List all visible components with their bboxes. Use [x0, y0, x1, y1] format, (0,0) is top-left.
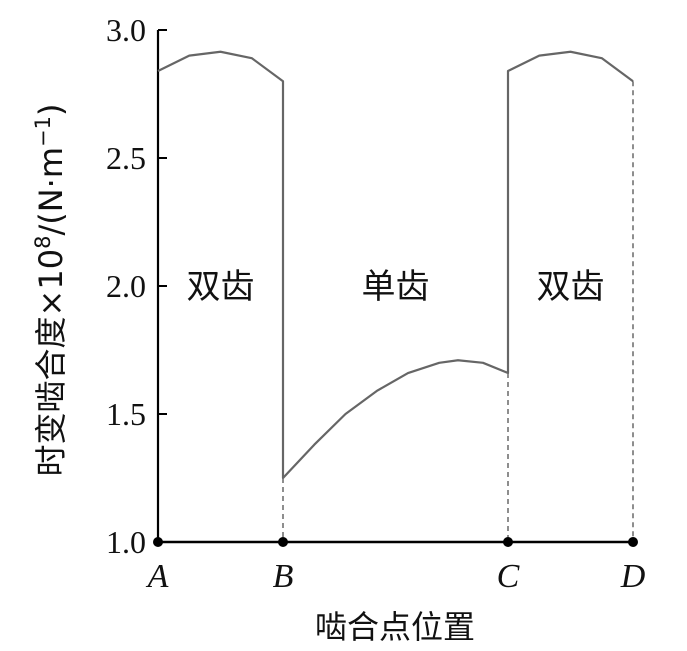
y-axis-title: 时变啮合度×108/(N·m−1) [31, 104, 70, 477]
point-markers: A B C D [146, 537, 646, 595]
point-marker-b [278, 537, 288, 547]
y-tick-label: 2.5 [106, 140, 146, 176]
point-label-a: A [146, 558, 169, 595]
point-marker-a [153, 537, 163, 547]
y-tick-label: 1.0 [106, 524, 146, 560]
region-label-3: 双齿 [537, 267, 605, 307]
series-curve-line [157, 50, 634, 480]
point-marker-c [503, 537, 513, 547]
series-curve-group [157, 50, 634, 480]
y-axis-title-unit-close: ) [32, 104, 70, 116]
x-axis-title: 啮合点位置 [315, 608, 475, 646]
y-axis-title-unit-exp: −1 [31, 116, 55, 147]
point-label-b: B [273, 558, 294, 595]
y-axis-title-unit: /(N·m [32, 147, 70, 236]
y-axis-title-main: 时变啮合度×10 [32, 249, 70, 477]
y-tick-label: 2.0 [106, 268, 146, 304]
y-axis: 1.0 1.5 2.0 2.5 3.0 [106, 12, 167, 560]
y-axis-title-exp: 8 [31, 236, 55, 249]
region-label-1: 双齿 [187, 267, 255, 307]
point-label-d: D [620, 558, 646, 595]
region-labels: 双齿 单齿 双齿 [187, 267, 605, 307]
y-tick-label: 1.5 [106, 396, 146, 432]
region-label-2: 单齿 [362, 267, 430, 307]
y-tick-label: 3.0 [106, 12, 146, 48]
point-label-c: C [497, 558, 520, 595]
dashed-guides [282, 81, 634, 542]
point-marker-d [628, 537, 638, 547]
